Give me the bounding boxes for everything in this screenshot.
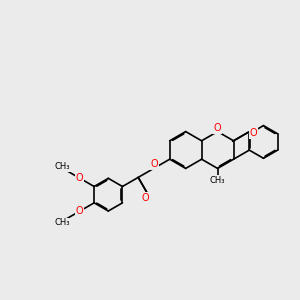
Text: CH₃: CH₃ bbox=[209, 176, 225, 184]
Text: CH₃: CH₃ bbox=[55, 218, 70, 227]
Text: O: O bbox=[76, 173, 83, 183]
Text: CH₃: CH₃ bbox=[55, 162, 70, 171]
Text: O: O bbox=[213, 123, 221, 133]
Text: O: O bbox=[250, 128, 258, 138]
Text: O: O bbox=[142, 193, 150, 202]
Text: O: O bbox=[76, 206, 83, 216]
Text: O: O bbox=[150, 159, 158, 169]
